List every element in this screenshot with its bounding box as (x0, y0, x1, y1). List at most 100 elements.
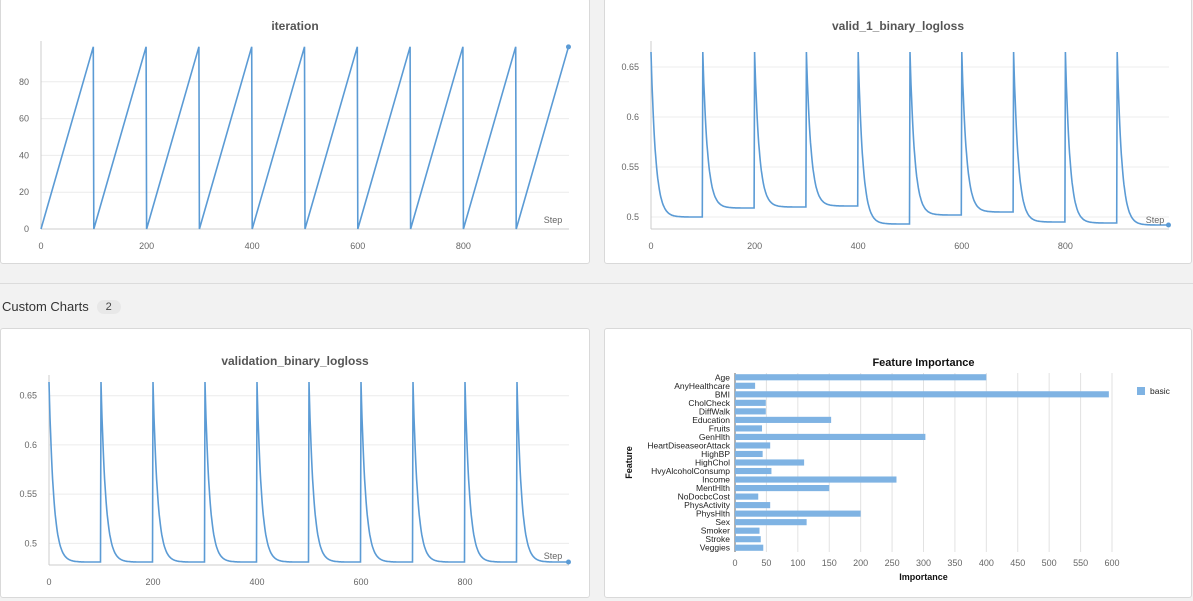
importance-bar (735, 450, 763, 458)
importance-bar (735, 493, 759, 500)
series-end-point (1165, 222, 1171, 228)
importance-bar (735, 459, 805, 466)
iteration-panel: iteration 0 20 40 60 80 0 200 400 600 800 Step (0, 0, 590, 264)
importance-bar (735, 399, 766, 406)
validation-logloss-chart[interactable]: 0.5 0.55 0.6 0.65 0 200 400 600 800 Step (1, 329, 591, 599)
feature-label: CholCheck (688, 398, 730, 408)
panel-title: valid_1_binary_logloss (831, 19, 965, 33)
chart-count-badge: 2 (96, 299, 121, 314)
series-end-point (565, 44, 571, 50)
x-tick-label: 600 (353, 577, 368, 587)
importance-bar (735, 408, 766, 415)
feature-label: GenHlth (699, 432, 730, 442)
y-tick-label: 0.6 (24, 440, 37, 450)
importance-bar (735, 519, 807, 526)
x-tick-label: 300 (916, 558, 931, 568)
feature-label: HighChol (695, 458, 730, 468)
x-tick-label: 400 (245, 241, 260, 251)
feature-label: HighBP (701, 449, 730, 459)
importance-bar (735, 416, 832, 423)
x-tick-label: 350 (947, 558, 962, 568)
importance-bar (735, 442, 771, 449)
y-tick-label: 0.6 (626, 112, 639, 122)
importance-bar (735, 382, 756, 389)
feature-label: BMI (715, 389, 730, 399)
y-tick-label: 0.65 (19, 391, 37, 401)
y-tick-label: 0 (24, 224, 29, 234)
x-tick-label: 0 (648, 241, 653, 251)
feature-label: Smoker (701, 526, 730, 536)
x-tick-label: 600 (954, 241, 969, 251)
x-tick-label: 400 (249, 577, 264, 587)
importance-bar (735, 374, 987, 381)
feature-label: DiffWalk (699, 406, 731, 416)
importance-bar (735, 510, 861, 517)
valid-1-logloss-panel: valid_1_binary_logloss 0.5 0.55 0.6 0.65 0 20… (604, 0, 1192, 264)
importance-bar (735, 467, 772, 475)
importance-bar (735, 391, 1109, 398)
x-tick-label: 200 (145, 577, 160, 587)
feature-label: PhysHlth (696, 509, 730, 519)
x-tick-label: 250 (885, 558, 900, 568)
legend-swatch (1137, 387, 1145, 395)
x-tick-label: 150 (822, 558, 837, 568)
y-tick-label: 20 (19, 187, 29, 197)
validation-logloss-panel: validation_binary_logloss 0.5 0.55 0.6 0.65… (0, 328, 590, 598)
feature-importance-panel: Feature Importance 0 50 100 150 200 250 300 350 4… (604, 328, 1192, 598)
y-tick-label: 80 (19, 77, 29, 87)
feature-label: HvyAlcoholConsump (651, 466, 730, 476)
x-tick-label: 600 (350, 241, 365, 251)
series-line (48, 381, 569, 563)
importance-bar (735, 544, 764, 551)
feature-label: Sex (715, 517, 730, 527)
chart-title: Feature Importance (872, 357, 974, 369)
step-label: Step (1146, 215, 1165, 225)
x-tick-label: 800 (457, 577, 472, 587)
x-tick-label: 200 (139, 241, 154, 251)
x-tick-label: 600 (1104, 558, 1119, 568)
x-tick-label: 0 (732, 558, 737, 568)
y-tick-label: 60 (19, 114, 29, 124)
y-tick-label: 40 (19, 150, 29, 160)
x-tick-label: 200 (853, 558, 868, 568)
importance-bar (735, 502, 771, 509)
feature-label: Veggies (700, 543, 730, 553)
series-end-point (565, 559, 571, 565)
feature-label: NoDocbcCost (678, 492, 731, 502)
feature-label: Age (715, 372, 730, 382)
x-tick-label: 50 (761, 558, 771, 568)
section-title: Custom Charts (2, 299, 89, 314)
series-line (650, 51, 1169, 226)
x-axis-title: Importance (899, 572, 948, 582)
feature-label: HeartDiseaseorAttack (647, 440, 730, 450)
custom-charts-section-header[interactable]: Custom Charts 2 (2, 299, 121, 314)
x-tick-label: 400 (979, 558, 994, 568)
importance-bar (735, 425, 763, 432)
section-divider (0, 283, 1193, 284)
y-axis-title: Feature (624, 446, 634, 479)
x-tick-label: 800 (1058, 241, 1073, 251)
x-tick-label: 0 (38, 241, 43, 251)
y-tick-label: 0.55 (19, 489, 37, 499)
feature-label: Stroke (705, 534, 730, 544)
x-tick-label: 800 (456, 241, 471, 251)
step-label: Step (544, 551, 563, 561)
importance-bar (735, 527, 760, 534)
importance-bar (735, 433, 926, 440)
y-tick-label: 0.5 (626, 212, 639, 222)
series-line (40, 46, 570, 230)
feature-label: Income (702, 475, 730, 485)
importance-bar (735, 476, 897, 483)
x-tick-label: 400 (851, 241, 866, 251)
x-tick-label: 0 (46, 577, 51, 587)
y-tick-label: 0.55 (621, 162, 639, 172)
step-label: Step (544, 215, 563, 225)
feature-importance-chart[interactable]: Feature Importance 0 50 100 150 200 250 300 350 4… (605, 329, 1193, 599)
x-tick-label: 450 (1010, 558, 1025, 568)
valid-1-logloss-chart[interactable]: 0.5 0.55 0.6 0.65 0 200 400 600 800 Step (605, 0, 1193, 265)
x-tick-label: 550 (1073, 558, 1088, 568)
feature-label: AnyHealthcare (674, 381, 730, 391)
feature-label: PhysActivity (684, 500, 731, 510)
x-tick-label: 200 (747, 241, 762, 251)
